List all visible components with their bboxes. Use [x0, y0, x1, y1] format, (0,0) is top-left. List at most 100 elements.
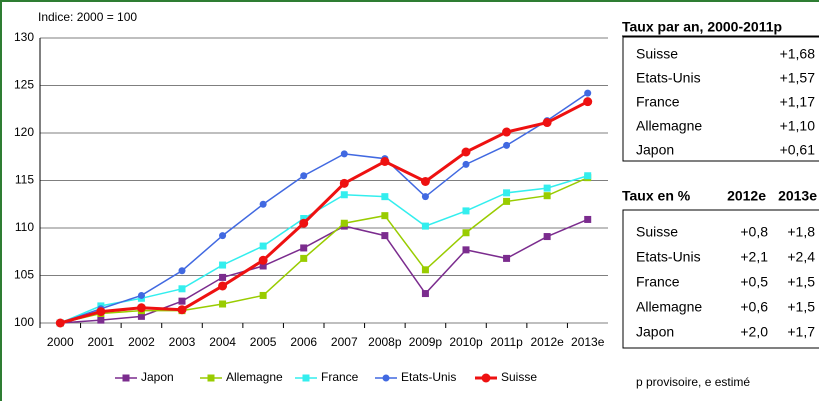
- point: [381, 232, 389, 240]
- point: [462, 246, 470, 254]
- y-axis-label: Indice: 2000 = 100: [38, 10, 137, 24]
- table2-cell: +1,7: [787, 324, 815, 340]
- table1-title: Taux par an, 2000-2011p: [622, 19, 782, 35]
- series-line: [60, 176, 589, 324]
- table1-name: France: [636, 94, 680, 110]
- x-tick-label: 2006: [290, 335, 317, 349]
- point: [583, 97, 593, 107]
- legend-marker: [481, 373, 491, 383]
- point: [462, 160, 470, 168]
- legend-label: Allemagne: [226, 370, 283, 384]
- point: [503, 254, 511, 262]
- y-tick-label: 125: [14, 78, 34, 92]
- point: [340, 219, 348, 227]
- point: [258, 255, 268, 265]
- table2-cell: +2,4: [787, 249, 815, 265]
- point: [259, 200, 267, 208]
- x-tick-label: 2000: [47, 335, 74, 349]
- point: [340, 191, 348, 199]
- point: [300, 172, 308, 180]
- point: [178, 267, 186, 275]
- table2-cell: +0,5: [740, 274, 768, 290]
- point: [339, 178, 349, 188]
- point: [584, 215, 592, 223]
- y-tick-label: 115: [15, 173, 34, 187]
- y-tick-label: 100: [14, 315, 34, 329]
- point: [219, 232, 227, 240]
- point: [503, 189, 511, 197]
- point: [421, 222, 429, 230]
- x-tick-label: 2013e: [571, 335, 605, 349]
- table2-box: [622, 209, 819, 349]
- table2-cell: +1,5: [787, 299, 815, 315]
- point: [300, 215, 308, 222]
- x-tick-label: 2012e: [530, 335, 564, 349]
- legend-label: Suisse: [501, 370, 537, 384]
- point: [462, 229, 470, 237]
- table2-cell: Japon: [636, 324, 674, 340]
- table1-name: Japon: [636, 142, 674, 158]
- x-tick-label: 2007: [331, 335, 358, 349]
- frame-top: [0, 0, 819, 2]
- point: [340, 150, 348, 158]
- point: [421, 193, 429, 201]
- table1-value: +1,10: [780, 118, 816, 134]
- table2-cell: +2,0: [740, 324, 768, 340]
- point: [259, 242, 267, 250]
- point: [421, 290, 429, 298]
- y-tick-label: 130: [14, 30, 34, 44]
- point: [543, 184, 551, 192]
- point: [97, 316, 105, 324]
- point: [300, 244, 308, 252]
- point: [219, 261, 227, 269]
- table2-cell: +0,8: [740, 224, 768, 240]
- table1-value: +1,68: [780, 46, 816, 62]
- legend-marker: [382, 374, 390, 382]
- point: [259, 262, 267, 270]
- legend-label: Etats-Unis: [401, 370, 456, 384]
- point: [462, 207, 470, 215]
- point: [543, 192, 551, 200]
- table1-value: +0,61: [780, 142, 816, 158]
- legend-marker: [207, 374, 215, 382]
- table2-cell: +1,8: [787, 224, 815, 240]
- series-line: [59, 100, 589, 325]
- table2-cell: Allemagne: [636, 299, 702, 315]
- table1-box: [622, 36, 819, 162]
- series-line: [60, 92, 589, 324]
- point: [136, 303, 146, 313]
- point: [542, 118, 552, 128]
- point: [137, 291, 145, 299]
- y-tick-label: 120: [14, 125, 34, 139]
- point: [178, 297, 186, 305]
- x-tick-label: 2005: [250, 335, 277, 349]
- table2-cell: +1,5: [787, 274, 815, 290]
- point: [178, 285, 186, 293]
- point: [137, 312, 145, 320]
- point: [584, 172, 592, 180]
- table2-cell: +2,1: [740, 249, 768, 265]
- x-tick-label: 2003: [169, 335, 196, 349]
- point: [584, 89, 592, 97]
- point: [461, 147, 471, 157]
- point: [96, 307, 106, 317]
- point: [543, 233, 551, 241]
- point: [177, 305, 187, 315]
- table2-cell: +0,6: [740, 299, 768, 315]
- table2-header: 2013e: [778, 188, 817, 204]
- table1-value: +1,17: [780, 94, 816, 110]
- legend-label: Japon: [141, 370, 174, 384]
- table1-name: Etats-Unis: [636, 70, 701, 86]
- series-line: [59, 175, 588, 324]
- point: [55, 318, 65, 328]
- point: [381, 212, 389, 220]
- legend-marker: [122, 374, 130, 382]
- x-tick-label: 2009p: [409, 335, 443, 349]
- frame-left: [0, 0, 2, 401]
- point: [299, 218, 309, 228]
- x-tick-label: 2011p: [490, 335, 523, 349]
- point: [218, 281, 228, 291]
- point: [219, 300, 227, 308]
- table2-header: Taux en %: [622, 188, 691, 204]
- point: [300, 254, 308, 262]
